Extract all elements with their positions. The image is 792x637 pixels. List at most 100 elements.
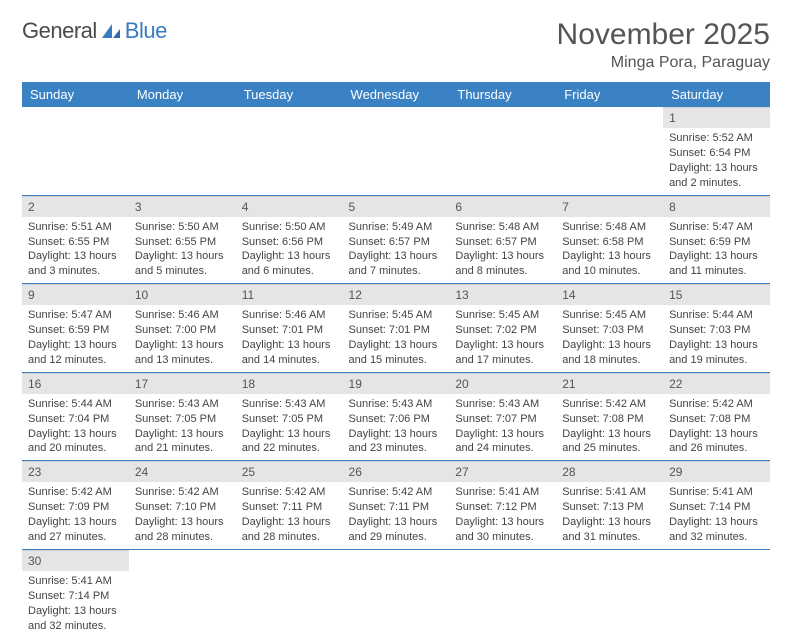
day-number: 27 bbox=[449, 461, 556, 482]
day-body: Sunrise: 5:45 AMSunset: 7:01 PMDaylight:… bbox=[343, 305, 450, 371]
day-body: Sunrise: 5:44 AMSunset: 7:04 PMDaylight:… bbox=[22, 394, 129, 460]
daylight-line: Daylight: 13 hours and 2 minutes. bbox=[669, 161, 764, 191]
day-body: Sunrise: 5:42 AMSunset: 7:08 PMDaylight:… bbox=[556, 394, 663, 460]
logo-text-2: Blue bbox=[125, 18, 167, 44]
sunset-line: Sunset: 7:05 PM bbox=[135, 412, 230, 427]
sunrise-line: Sunrise: 5:52 AM bbox=[669, 131, 764, 146]
daylight-line: Daylight: 13 hours and 11 minutes. bbox=[669, 249, 764, 279]
day-body: Sunrise: 5:42 AMSunset: 7:08 PMDaylight:… bbox=[663, 394, 770, 460]
sunrise-line: Sunrise: 5:41 AM bbox=[562, 485, 657, 500]
day-number: 16 bbox=[22, 373, 129, 394]
daylight-line: Daylight: 13 hours and 10 minutes. bbox=[562, 249, 657, 279]
empty-cell bbox=[236, 107, 343, 195]
empty-cell bbox=[556, 549, 663, 637]
sunset-line: Sunset: 7:04 PM bbox=[28, 412, 123, 427]
day-body: Sunrise: 5:41 AMSunset: 7:14 PMDaylight:… bbox=[22, 571, 129, 637]
day-number: 22 bbox=[663, 373, 770, 394]
empty-cell bbox=[236, 549, 343, 637]
day-cell: 5Sunrise: 5:49 AMSunset: 6:57 PMDaylight… bbox=[343, 195, 450, 284]
day-body: Sunrise: 5:47 AMSunset: 6:59 PMDaylight:… bbox=[663, 217, 770, 283]
day-body: Sunrise: 5:50 AMSunset: 6:55 PMDaylight:… bbox=[129, 217, 236, 283]
sunrise-line: Sunrise: 5:45 AM bbox=[455, 308, 550, 323]
sunset-line: Sunset: 6:57 PM bbox=[349, 235, 444, 250]
daylight-line: Daylight: 13 hours and 23 minutes. bbox=[349, 427, 444, 457]
day-cell: 26Sunrise: 5:42 AMSunset: 7:11 PMDayligh… bbox=[343, 461, 450, 550]
day-number: 21 bbox=[556, 373, 663, 394]
sunrise-line: Sunrise: 5:50 AM bbox=[135, 220, 230, 235]
logo-text-1: General bbox=[22, 18, 97, 44]
weekday-header: Monday bbox=[129, 82, 236, 107]
empty-cell bbox=[129, 549, 236, 637]
sunrise-line: Sunrise: 5:41 AM bbox=[28, 574, 123, 589]
day-cell: 21Sunrise: 5:42 AMSunset: 7:08 PMDayligh… bbox=[556, 372, 663, 461]
day-cell: 7Sunrise: 5:48 AMSunset: 6:58 PMDaylight… bbox=[556, 195, 663, 284]
day-body: Sunrise: 5:49 AMSunset: 6:57 PMDaylight:… bbox=[343, 217, 450, 283]
title-block: November 2025 Minga Pora, Paraguay bbox=[557, 18, 770, 72]
daylight-line: Daylight: 13 hours and 13 minutes. bbox=[135, 338, 230, 368]
daylight-line: Daylight: 13 hours and 32 minutes. bbox=[28, 604, 123, 634]
sunrise-line: Sunrise: 5:48 AM bbox=[455, 220, 550, 235]
day-number: 30 bbox=[22, 550, 129, 571]
sunrise-line: Sunrise: 5:42 AM bbox=[669, 397, 764, 412]
calendar-row: 2Sunrise: 5:51 AMSunset: 6:55 PMDaylight… bbox=[22, 195, 770, 284]
day-number: 11 bbox=[236, 284, 343, 305]
day-body: Sunrise: 5:43 AMSunset: 7:07 PMDaylight:… bbox=[449, 394, 556, 460]
sunset-line: Sunset: 6:59 PM bbox=[669, 235, 764, 250]
day-cell: 13Sunrise: 5:45 AMSunset: 7:02 PMDayligh… bbox=[449, 284, 556, 373]
day-cell: 4Sunrise: 5:50 AMSunset: 6:56 PMDaylight… bbox=[236, 195, 343, 284]
daylight-line: Daylight: 13 hours and 19 minutes. bbox=[669, 338, 764, 368]
sunrise-line: Sunrise: 5:42 AM bbox=[562, 397, 657, 412]
sunrise-line: Sunrise: 5:42 AM bbox=[135, 485, 230, 500]
sunset-line: Sunset: 7:06 PM bbox=[349, 412, 444, 427]
day-cell: 14Sunrise: 5:45 AMSunset: 7:03 PMDayligh… bbox=[556, 284, 663, 373]
day-cell: 2Sunrise: 5:51 AMSunset: 6:55 PMDaylight… bbox=[22, 195, 129, 284]
daylight-line: Daylight: 13 hours and 12 minutes. bbox=[28, 338, 123, 368]
day-body: Sunrise: 5:42 AMSunset: 7:10 PMDaylight:… bbox=[129, 482, 236, 548]
day-body: Sunrise: 5:44 AMSunset: 7:03 PMDaylight:… bbox=[663, 305, 770, 371]
sunset-line: Sunset: 7:09 PM bbox=[28, 500, 123, 515]
daylight-line: Daylight: 13 hours and 22 minutes. bbox=[242, 427, 337, 457]
daylight-line: Daylight: 13 hours and 27 minutes. bbox=[28, 515, 123, 545]
sunrise-line: Sunrise: 5:44 AM bbox=[28, 397, 123, 412]
day-cell: 27Sunrise: 5:41 AMSunset: 7:12 PMDayligh… bbox=[449, 461, 556, 550]
day-cell: 19 Sunrise: 5:43 AMSunset: 7:06 PMDayligh… bbox=[343, 372, 450, 461]
empty-cell bbox=[22, 107, 129, 195]
day-body: Sunrise: 5:45 AMSunset: 7:02 PMDaylight:… bbox=[449, 305, 556, 371]
day-cell: 6Sunrise: 5:48 AMSunset: 6:57 PMDaylight… bbox=[449, 195, 556, 284]
weekday-header: Tuesday bbox=[236, 82, 343, 107]
day-number: 1 bbox=[663, 107, 770, 128]
day-number: 25 bbox=[236, 461, 343, 482]
day-cell: 25Sunrise: 5:42 AMSunset: 7:11 PMDayligh… bbox=[236, 461, 343, 550]
sunset-line: Sunset: 6:55 PM bbox=[28, 235, 123, 250]
day-cell: 15Sunrise: 5:44 AMSunset: 7:03 PMDayligh… bbox=[663, 284, 770, 373]
daylight-line: Daylight: 13 hours and 20 minutes. bbox=[28, 427, 123, 457]
calendar-row: 9Sunrise: 5:47 AMSunset: 6:59 PMDaylight… bbox=[22, 284, 770, 373]
sunrise-line: Sunrise: 5:49 AM bbox=[349, 220, 444, 235]
empty-cell bbox=[663, 549, 770, 637]
day-cell: 8Sunrise: 5:47 AMSunset: 6:59 PMDaylight… bbox=[663, 195, 770, 284]
day-cell: 30Sunrise: 5:41 AMSunset: 7:14 PMDayligh… bbox=[22, 549, 129, 637]
day-number: 19 bbox=[343, 373, 450, 394]
daylight-line: Daylight: 13 hours and 32 minutes. bbox=[669, 515, 764, 545]
day-body: Sunrise: 5:50 AMSunset: 6:56 PMDaylight:… bbox=[236, 217, 343, 283]
sunrise-line: Sunrise: 5:51 AM bbox=[28, 220, 123, 235]
empty-cell bbox=[449, 549, 556, 637]
daylight-line: Daylight: 13 hours and 3 minutes. bbox=[28, 249, 123, 279]
sunset-line: Sunset: 7:11 PM bbox=[349, 500, 444, 515]
day-number: 6 bbox=[449, 196, 556, 217]
sunset-line: Sunset: 6:56 PM bbox=[242, 235, 337, 250]
sunrise-line: Sunrise: 5:43 AM bbox=[349, 397, 444, 412]
page-title: November 2025 bbox=[557, 18, 770, 52]
calendar-row: 23Sunrise: 5:42 AMSunset: 7:09 PMDayligh… bbox=[22, 461, 770, 550]
location: Minga Pora, Paraguay bbox=[557, 54, 770, 72]
sunset-line: Sunset: 6:58 PM bbox=[562, 235, 657, 250]
day-cell: 29Sunrise: 5:41 AMSunset: 7:14 PMDayligh… bbox=[663, 461, 770, 550]
sunrise-line: Sunrise: 5:47 AM bbox=[669, 220, 764, 235]
day-number: 24 bbox=[129, 461, 236, 482]
day-number: 17 bbox=[129, 373, 236, 394]
daylight-line: Daylight: 13 hours and 17 minutes. bbox=[455, 338, 550, 368]
daylight-line: Daylight: 13 hours and 29 minutes. bbox=[349, 515, 444, 545]
day-body: Sunrise: 5:46 AMSunset: 7:00 PMDaylight:… bbox=[129, 305, 236, 371]
day-number: 10 bbox=[129, 284, 236, 305]
day-body: Sunrise: 5:41 AMSunset: 7:14 PMDaylight:… bbox=[663, 482, 770, 548]
